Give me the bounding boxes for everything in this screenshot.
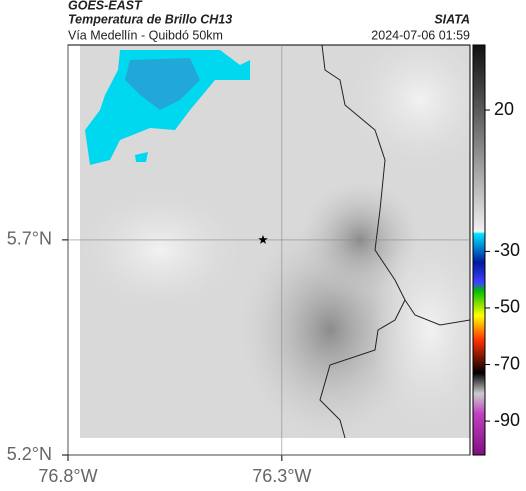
satellite-image [80, 45, 470, 438]
region: Vía Medellín - Quibdó 50km [68, 28, 223, 42]
location-marker [258, 234, 268, 244]
colorbar-tick-label: -30 [494, 240, 520, 260]
colorbar-tick-label: -90 [494, 410, 520, 430]
y-tick-label: 5.7°N [7, 229, 52, 249]
title: GOES-EAST [68, 0, 143, 12]
colorbar-tick-label: -70 [494, 353, 520, 373]
subtitle: Temperatura de Brillo CH13 [68, 12, 232, 26]
source: SIATA [434, 12, 470, 26]
datetime: 2024-07-06 01:59 [371, 28, 470, 42]
y-tick-label: 5.2°N [7, 444, 52, 464]
colorbar-tick-label: -50 [494, 297, 520, 317]
colorbar-tick-label: 20 [494, 99, 514, 119]
x-tick-label: 76.3°W [252, 466, 311, 486]
x-tick-label: 76.8°W [38, 466, 97, 486]
colorbar [472, 44, 486, 456]
